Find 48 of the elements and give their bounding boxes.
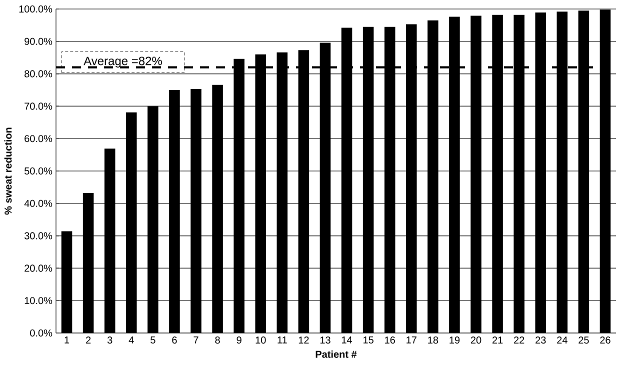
x-axis-title: Patient # <box>316 350 357 358</box>
x-tick-label: 8 <box>215 336 220 344</box>
x-tick-label: 9 <box>236 336 242 344</box>
x-tick-label: 11 <box>278 336 287 344</box>
bar <box>169 90 180 333</box>
x-tick-label: 17 <box>406 336 416 344</box>
x-tick-label: 10 <box>256 336 266 344</box>
bar <box>212 84 223 333</box>
x-tick-label: 23 <box>536 336 546 344</box>
bar <box>82 193 94 333</box>
x-tick-label: 4 <box>128 336 134 344</box>
x-tick-label: 6 <box>172 336 177 344</box>
y-tick-label: 80.0% <box>24 70 52 78</box>
x-tick-label: 24 <box>557 336 568 344</box>
x-tick-label: 5 <box>150 336 156 344</box>
x-tick-label: 26 <box>600 336 610 344</box>
x-tick-label: 3 <box>107 336 112 344</box>
x-tick-label: 13 <box>320 336 330 344</box>
x-tick-label: 19 <box>450 336 460 344</box>
x-tick-label: 18 <box>428 336 438 344</box>
y-tick-label: 50.0% <box>24 167 52 175</box>
x-tick-label: 2 <box>86 336 91 344</box>
y-tick-label: 0.0% <box>30 329 52 337</box>
bar <box>61 231 72 333</box>
bar <box>126 112 137 333</box>
x-tick-label: 21 <box>492 336 503 344</box>
ref-line-label: Average =82% <box>84 56 162 68</box>
y-tick-label: 20.0% <box>24 264 52 272</box>
x-tick-label: 1 <box>64 336 70 344</box>
y-tick-label: 90.0% <box>24 38 52 45</box>
x-tick-label: 16 <box>385 336 395 344</box>
x-tick-label: 22 <box>514 336 524 344</box>
y-tick-label: 10.0% <box>24 297 52 304</box>
bar <box>148 106 158 333</box>
x-tick-label: 12 <box>298 336 309 344</box>
y-axis-title: % sweat reduction <box>4 128 12 215</box>
x-tick-label: 25 <box>578 336 589 344</box>
y-tick-label: 40.0% <box>24 200 52 207</box>
x-tick-label: 14 <box>342 336 352 344</box>
x-tick-label: 15 <box>364 336 374 344</box>
y-tick-label: 60.0% <box>24 135 52 142</box>
y-tick-label: 30.0% <box>24 232 52 240</box>
y-tick-label: 100.0% <box>19 5 52 13</box>
x-tick-label: 7 <box>194 336 198 344</box>
y-tick-label: 70.0% <box>24 102 52 110</box>
bar <box>190 89 202 333</box>
x-tick-label: 20 <box>470 336 482 344</box>
bar <box>104 148 116 333</box>
